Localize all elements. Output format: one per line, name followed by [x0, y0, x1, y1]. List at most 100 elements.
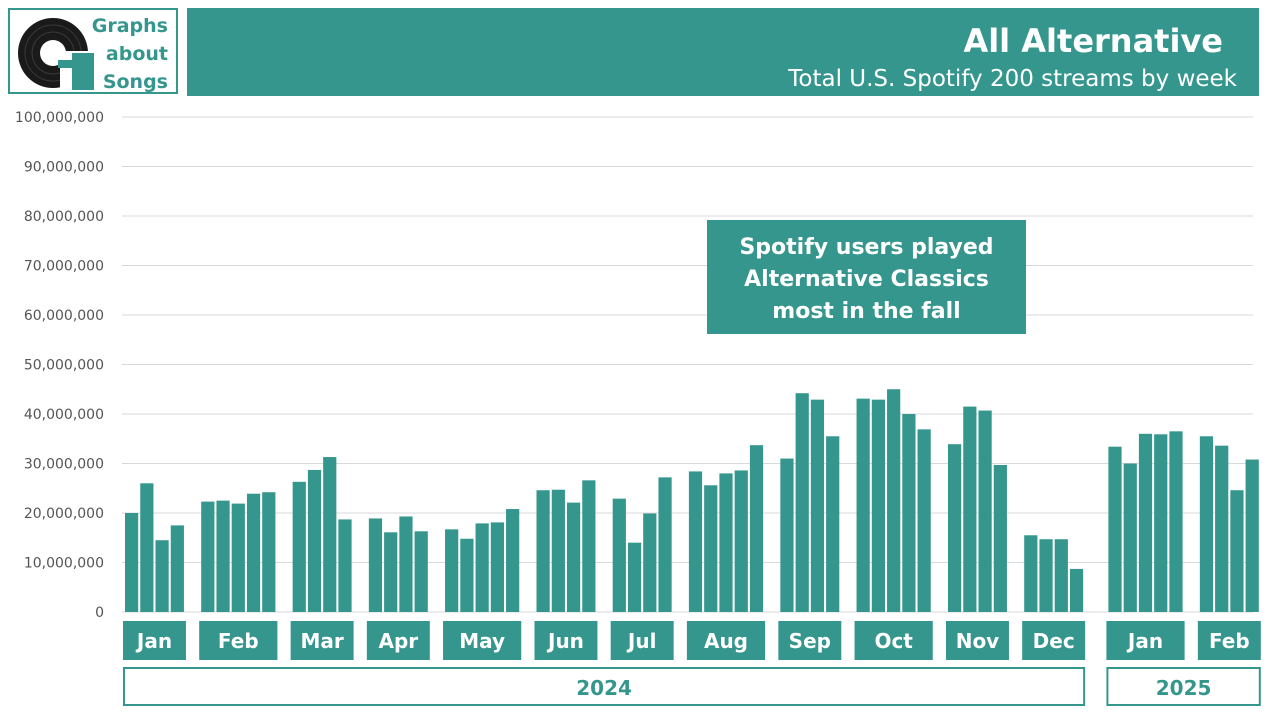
y-tick-label: 40,000,000: [24, 407, 104, 423]
month-label-sep-2024: Sep: [789, 629, 831, 653]
bar-feb-2024-week-3: [231, 503, 245, 612]
bar-jan-2024-week-2: [140, 483, 154, 612]
bar-jan-2025-week-2: [1123, 463, 1137, 612]
bar-aug-2024-week-5: [749, 445, 764, 612]
month-label-oct-2024: Oct: [874, 629, 913, 653]
bar-mar-2024-week-1: [292, 481, 306, 612]
month-box-sep-2024: [778, 621, 842, 660]
month-label-jun-2024: Jun: [546, 629, 584, 653]
month-label-apr-2024: Apr: [378, 629, 418, 653]
bar-may-2024-week-5: [506, 509, 520, 612]
bar-sep-2024-week-1: [780, 458, 794, 612]
bar-jul-2024-week-3: [643, 513, 657, 612]
bar-feb-2024-week-5: [262, 492, 276, 612]
bar-feb-2024-week-2: [216, 500, 230, 612]
bar-feb-2025-week-2: [1215, 445, 1229, 612]
bar-apr-2024-week-1: [368, 518, 383, 612]
bar-oct-2024-week-3: [887, 389, 901, 612]
logo-line-3: Songs: [102, 71, 168, 93]
bar-dec-2024-week-2: [1039, 539, 1053, 612]
bar-jan-2025-week-3: [1138, 433, 1153, 612]
bar-jun-2024-week-4: [582, 480, 596, 612]
bar-apr-2024-week-2: [384, 532, 398, 612]
month-box-apr-2024: [366, 621, 430, 660]
vinyl-record-icon: [18, 18, 100, 90]
bar-dec-2024-week-4: [1069, 568, 1084, 612]
bar-nov-2024-week-3: [978, 410, 992, 612]
month-label-jul-2024: Jul: [626, 629, 657, 653]
year-box-2024: [123, 667, 1086, 706]
bar-jun-2024-week-1: [536, 490, 550, 612]
bar-may-2024-week-4: [490, 522, 504, 612]
month-box-feb-2024: [199, 621, 278, 660]
header-banner: All Alternative Total U.S. Spotify 200 s…: [187, 8, 1259, 96]
annotation-line-2: Alternative Classics: [744, 267, 989, 292]
bar-nov-2024-week-2: [963, 406, 977, 612]
month-box-nov-2024: [946, 621, 1009, 660]
bar-mar-2024-week-3: [323, 457, 337, 612]
month-label-feb-2024: Feb: [218, 629, 259, 653]
bar-sep-2024-week-2: [795, 393, 809, 612]
month-label-jan-2025: Jan: [1126, 629, 1163, 653]
month-label-nov-2024: Nov: [956, 629, 1000, 653]
y-tick-label: 10,000,000: [24, 556, 104, 572]
month-box-oct-2024: [854, 621, 933, 660]
bar-oct-2024-week-1: [856, 398, 870, 612]
bar-nov-2024-week-4: [993, 464, 1007, 612]
bar-aug-2024-week-4: [734, 470, 748, 612]
bar-sep-2024-week-3: [810, 399, 825, 612]
y-tick-label: 20,000,000: [24, 506, 104, 522]
annotation-line-1: Spotify users played: [739, 235, 994, 260]
y-tick-label: 90,000,000: [24, 160, 104, 176]
y-tick-label: 50,000,000: [24, 358, 104, 374]
bar-oct-2024-week-5: [917, 429, 931, 612]
bar-feb-2024-week-1: [201, 501, 215, 612]
logo-line-2: about: [105, 43, 168, 65]
month-box-feb-2025: [1197, 621, 1261, 660]
month-box-may-2024: [443, 621, 522, 660]
bar-aug-2024-week-1: [688, 471, 703, 612]
y-tick-label: 100,000,000: [15, 110, 104, 126]
bar-feb-2025-week-1: [1199, 436, 1214, 612]
bar-jun-2024-week-2: [551, 489, 565, 612]
bar-jan-2024-week-1: [125, 513, 139, 612]
month-box-jan-2024: [123, 621, 186, 660]
month-label-dec-2024: Dec: [1033, 629, 1075, 653]
bar-jul-2024-week-1: [612, 498, 626, 612]
bar-may-2024-week-1: [445, 529, 459, 612]
bar-may-2024-week-3: [475, 523, 489, 612]
annotation-box: Spotify users played Alternative Classic…: [707, 220, 1026, 334]
bar-jul-2024-week-4: [658, 477, 672, 612]
bar-aug-2024-week-2: [704, 485, 718, 612]
bar-mar-2024-week-2: [307, 469, 322, 612]
bar-jun-2024-week-3: [567, 502, 581, 612]
month-box-jun-2024: [534, 621, 598, 660]
month-label-mar-2024: Mar: [300, 629, 343, 653]
bar-jan-2024-week-4: [170, 525, 184, 612]
bar-dec-2024-week-3: [1054, 539, 1068, 612]
y-tick-label: 60,000,000: [24, 308, 104, 324]
bar-apr-2024-week-3: [399, 516, 413, 612]
chart-subtitle: Total U.S. Spotify 200 streams by week: [788, 66, 1237, 92]
y-tick-label: 30,000,000: [24, 457, 104, 473]
bar-feb-2025-week-4: [1245, 459, 1259, 612]
month-label-may-2024: May: [459, 629, 505, 653]
bar-feb-2024-week-4: [246, 493, 261, 612]
month-label-feb-2025: Feb: [1209, 629, 1250, 653]
month-box-jan-2025: [1106, 621, 1185, 660]
year-label-2024: 2024: [576, 676, 632, 700]
month-label-jan-2024: Jan: [135, 629, 172, 653]
bar-apr-2024-week-4: [414, 531, 428, 612]
year-box-2025: [1106, 667, 1261, 706]
bar-nov-2024-week-1: [948, 444, 962, 612]
annotation-line-3: most in the fall: [772, 299, 961, 324]
month-box-dec-2024: [1022, 621, 1086, 660]
bar-dec-2024-week-1: [1024, 535, 1038, 612]
chart-title: All Alternative: [963, 22, 1223, 60]
month-box-jul-2024: [610, 621, 674, 660]
month-label-aug-2024: Aug: [704, 629, 748, 653]
bar-may-2024-week-2: [460, 538, 474, 612]
month-box-mar-2024: [290, 621, 354, 660]
bar-feb-2025-week-3: [1230, 490, 1244, 612]
